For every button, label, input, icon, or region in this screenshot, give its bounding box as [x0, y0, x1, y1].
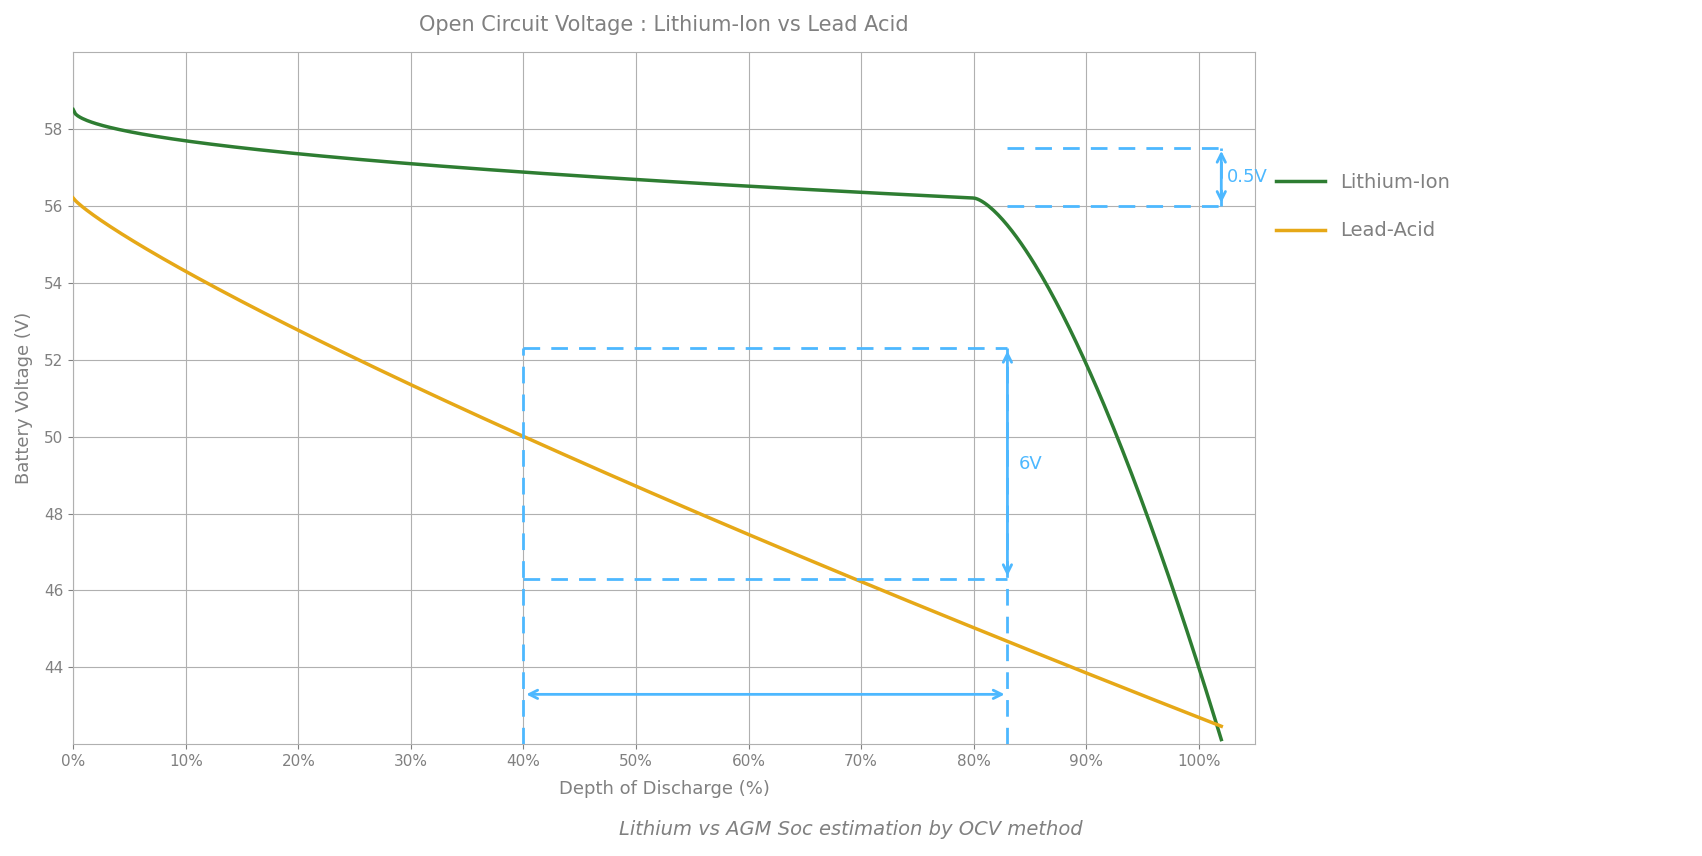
Title: Open Circuit Voltage : Lithium-Ion vs Lead Acid: Open Circuit Voltage : Lithium-Ion vs Le… — [419, 15, 909, 35]
Text: 6V: 6V — [1019, 455, 1042, 473]
Y-axis label: Battery Voltage (V): Battery Voltage (V) — [15, 312, 32, 484]
Text: 0.5V: 0.5V — [1227, 168, 1268, 186]
Legend: Lithium-Ion, Lead-Acid: Lithium-Ion, Lead-Acid — [1268, 165, 1459, 248]
X-axis label: Depth of Discharge (%): Depth of Discharge (%) — [558, 780, 769, 798]
Text: Lithium vs AGM Soc estimation by OCV method: Lithium vs AGM Soc estimation by OCV met… — [620, 820, 1082, 839]
